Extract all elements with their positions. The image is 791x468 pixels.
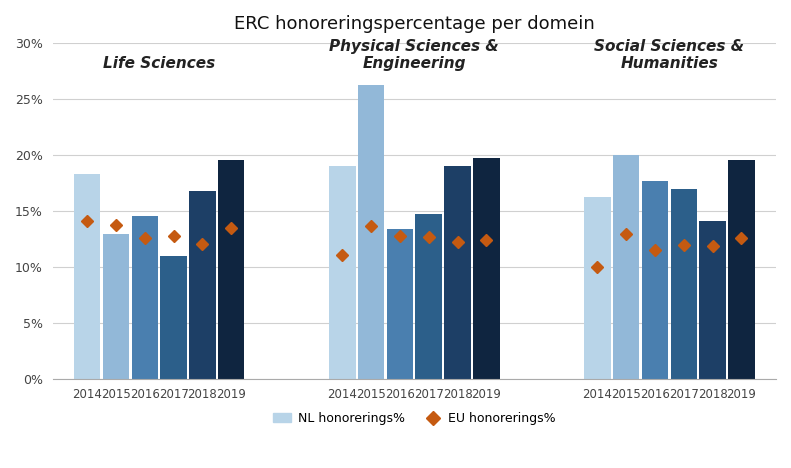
Text: Life Sciences: Life Sciences bbox=[103, 56, 215, 71]
Bar bbox=[699, 221, 726, 379]
Bar bbox=[74, 174, 100, 379]
Legend: NL honorerings%, EU honorerings%: NL honorerings%, EU honorerings% bbox=[267, 407, 561, 430]
Bar bbox=[729, 160, 755, 379]
Bar bbox=[387, 229, 413, 379]
Bar bbox=[613, 155, 639, 379]
Bar bbox=[131, 216, 158, 379]
Bar bbox=[218, 160, 244, 379]
Bar bbox=[473, 158, 500, 379]
Bar bbox=[445, 166, 471, 379]
Bar bbox=[358, 86, 384, 379]
Bar bbox=[103, 234, 129, 379]
Bar bbox=[642, 181, 668, 379]
Title: ERC honoreringspercentage per domein: ERC honoreringspercentage per domein bbox=[234, 15, 595, 33]
Text: Social Sciences &
Humanities: Social Sciences & Humanities bbox=[594, 38, 744, 71]
Bar bbox=[585, 197, 611, 379]
Bar bbox=[189, 191, 216, 379]
Bar bbox=[415, 214, 442, 379]
Bar bbox=[161, 256, 187, 379]
Bar bbox=[329, 166, 355, 379]
Bar bbox=[671, 189, 697, 379]
Text: Physical Sciences &
Engineering: Physical Sciences & Engineering bbox=[330, 38, 499, 71]
